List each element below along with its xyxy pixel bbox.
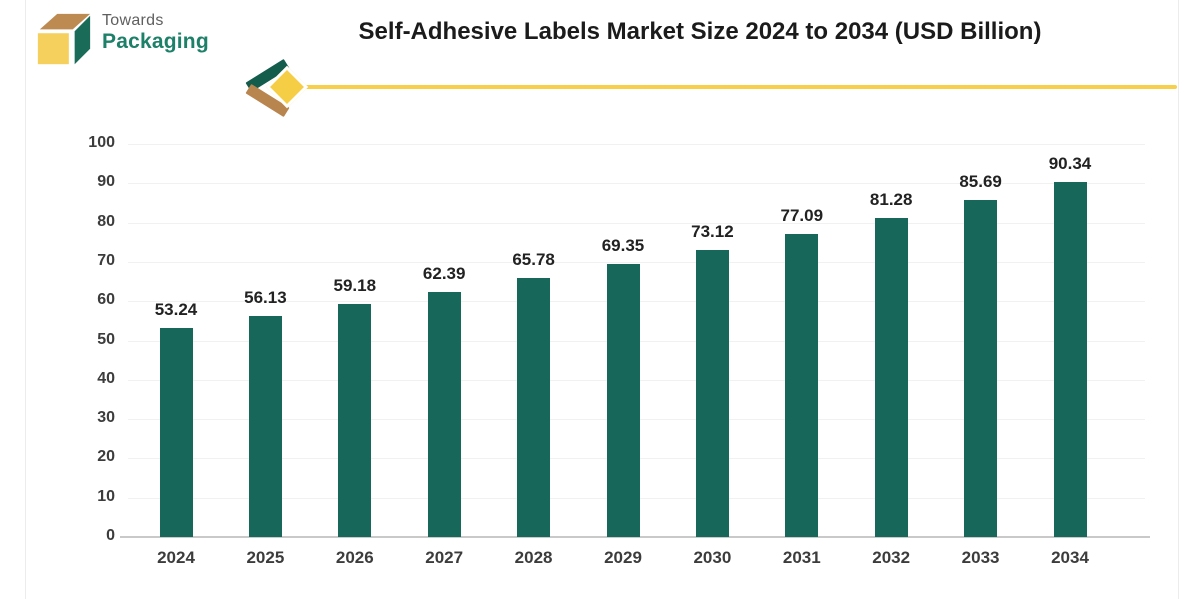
divider-line xyxy=(296,85,1177,89)
bar-value-label: 59.18 xyxy=(333,276,377,296)
y-tick-label: 50 xyxy=(97,330,115,348)
bar xyxy=(695,249,729,537)
y-tick-label: 20 xyxy=(97,448,115,466)
bar xyxy=(874,217,908,537)
bar-value-label: 90.34 xyxy=(1048,153,1092,173)
x-tick-label: 2028 xyxy=(514,548,553,567)
gridline xyxy=(128,222,1145,224)
logo-text: Towards Packaging xyxy=(102,12,209,53)
y-tick-label: 60 xyxy=(97,291,115,309)
y-tick-label: 90 xyxy=(97,173,115,191)
y-tick-label: 80 xyxy=(97,212,115,230)
bar xyxy=(517,278,551,537)
left-border-line xyxy=(25,0,26,599)
x-tick-label: 2034 xyxy=(1051,548,1089,567)
logo-line2: Packaging xyxy=(102,29,209,53)
x-tick-label: 2024 xyxy=(157,548,195,567)
bar-value-label: 56.13 xyxy=(244,288,287,308)
y-tick-label: 70 xyxy=(97,251,115,269)
x-tick-label: 2025 xyxy=(246,548,285,567)
bar xyxy=(338,304,372,537)
gridline xyxy=(128,144,1145,145)
x-tick-label: 2031 xyxy=(782,548,821,567)
bar xyxy=(606,264,640,537)
bar xyxy=(427,291,461,537)
gridline xyxy=(128,261,1145,263)
x-tick-label: 2033 xyxy=(961,548,1000,567)
chart-title: Self-Adhesive Labels Market Size 2024 to… xyxy=(358,18,1042,45)
x-tick-label: 2026 xyxy=(335,548,374,567)
bar-value-label: 62.39 xyxy=(422,263,466,283)
bar xyxy=(159,327,193,537)
y-tick-label: 10 xyxy=(97,487,115,505)
bar xyxy=(248,316,282,537)
x-axis-line xyxy=(120,536,1150,538)
towards-packaging-logo: Towards Packaging xyxy=(32,8,262,68)
bar-value-label: 85.69 xyxy=(959,172,1002,192)
bar-value-label: 77.09 xyxy=(780,206,824,226)
bar xyxy=(785,234,819,537)
logo-line1: Towards xyxy=(102,12,164,29)
bar xyxy=(1053,181,1087,537)
x-tick-label: 2030 xyxy=(693,548,732,567)
x-tick-label: 2029 xyxy=(604,548,642,567)
y-tick-label: 40 xyxy=(97,369,115,387)
bar-value-label: 81.28 xyxy=(869,189,913,209)
bar-value-label: 53.24 xyxy=(154,299,198,319)
x-tick-label: 2032 xyxy=(872,548,911,567)
cube-logo-icon xyxy=(37,13,91,65)
gridline xyxy=(128,183,1145,185)
bar-value-label: 73.12 xyxy=(691,221,734,241)
y-tick-label: 30 xyxy=(97,409,115,427)
right-border-line xyxy=(1178,0,1179,599)
y-tick-label: 100 xyxy=(88,134,115,151)
bar xyxy=(964,200,998,537)
bar-value-label: 65.78 xyxy=(512,250,555,270)
x-tick-label: 2027 xyxy=(425,548,464,567)
y-tick-label: 0 xyxy=(106,527,115,544)
bar-value-label: 69.35 xyxy=(601,236,645,256)
